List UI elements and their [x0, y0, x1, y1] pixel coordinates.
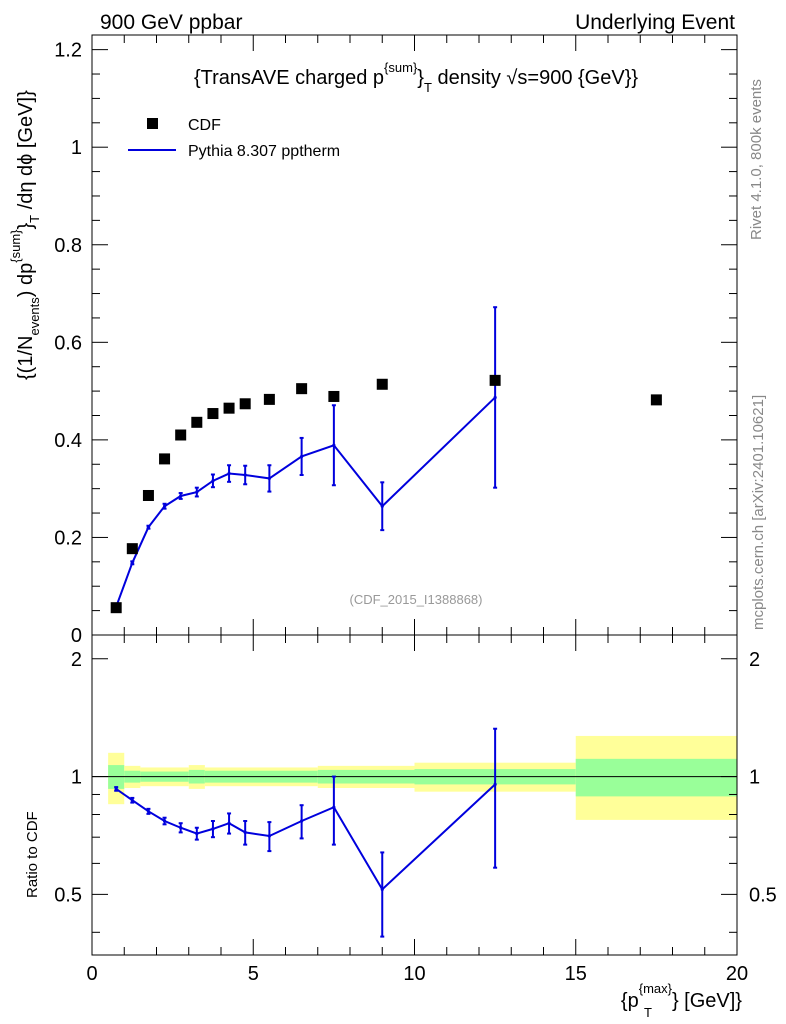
- pythia-point: [195, 490, 199, 494]
- pythia-point: [267, 476, 271, 481]
- x-tick-label: 15: [565, 963, 587, 985]
- cdf-point: [263, 393, 275, 405]
- pythia-point: [179, 494, 183, 498]
- tick-labels: 0 5 10 15 20 0 0.2 0.4 0.6 0.8 1 1.2 0.5 0.5 1 1 2 2: [54, 40, 777, 985]
- cdf-point: [191, 416, 203, 428]
- cdf-point: [239, 398, 251, 410]
- pythia-point: [243, 473, 247, 477]
- y-tick-label: 0.6: [54, 332, 82, 354]
- cdf-point: [376, 378, 388, 390]
- cdf-point: [126, 543, 138, 555]
- ratio-point: [179, 826, 183, 830]
- ratio-y-axis-label: Ratio to CDF: [24, 811, 41, 898]
- pythia-point: [380, 504, 384, 508]
- cdf-point: [175, 429, 187, 441]
- ratio-point: [493, 782, 497, 786]
- legend-pythia-label: Pythia 8.307 pptherm: [188, 143, 340, 160]
- x-tick-label: 20: [726, 963, 748, 985]
- ratio-point: [267, 834, 271, 838]
- ratio-y-tick-label-right: 1: [749, 767, 760, 789]
- ratio-point: [300, 819, 304, 823]
- y-tick-label: 1: [71, 137, 82, 159]
- pythia-series: [114, 306, 498, 609]
- y-tick-label: 0.4: [54, 430, 82, 452]
- ratio-y-tick-label: 1: [71, 767, 82, 789]
- rivet-version-label: Rivet 4.1.0, 800k events: [748, 79, 765, 240]
- x-axis-label: {p{max} T} [GeV]}: [621, 981, 742, 1020]
- ratio-point: [162, 819, 167, 823]
- cdf-point: [489, 374, 501, 386]
- pythia-point: [300, 454, 304, 459]
- ratio-y-tick-label: 2: [71, 649, 82, 671]
- pythia-point: [211, 479, 215, 483]
- ratio-point: [146, 809, 151, 813]
- pythia-line: [115, 396, 496, 608]
- analysis-watermark: (CDF_2015_I1388868): [350, 592, 483, 607]
- ratio-point: [114, 787, 118, 791]
- ratio-point: [130, 798, 134, 802]
- cdf-point: [296, 383, 308, 395]
- cdf-point: [223, 402, 235, 414]
- ratio-y-tick-label-right: 2: [749, 649, 760, 671]
- ratio-band-inner: [575, 758, 737, 797]
- x-tick-label: 0: [86, 963, 97, 985]
- cdf-point: [142, 489, 154, 501]
- y-tick-label: 0.2: [54, 527, 82, 549]
- pythia-point: [493, 395, 497, 400]
- pythia-point: [227, 471, 231, 476]
- y-tick-label: 0: [71, 625, 82, 647]
- x-tick-label: 10: [403, 963, 425, 985]
- cdf-point: [328, 390, 340, 402]
- y-axis-label: {(1/Nevents) dp{sum}}T /dη dϕ [GeV]}: [8, 90, 42, 380]
- legend-cdf-marker: [147, 118, 158, 129]
- pythia-point: [130, 561, 134, 565]
- ratio-y-tick-label: 0.5: [54, 884, 82, 906]
- pythia-ratio-series: [114, 727, 498, 938]
- ratio-plot-frame: [91, 634, 738, 956]
- plot-title: {TransAVE charged p{sum}}T density √s=90…: [194, 60, 638, 95]
- ratio-point: [227, 821, 231, 825]
- ratio-point: [332, 805, 336, 809]
- pythia-point: [332, 443, 336, 447]
- y-tick-label: 1.2: [54, 40, 82, 62]
- ratio-point: [195, 831, 199, 836]
- cdf-series: [110, 374, 662, 614]
- header-right: Underlying Event: [575, 11, 735, 34]
- x-tick-label: 5: [248, 963, 259, 985]
- cdf-point: [650, 394, 662, 406]
- pythia-point: [162, 504, 167, 508]
- header-left: 900 GeV ppbar: [100, 11, 242, 34]
- legend-cdf-label: CDF: [188, 117, 221, 134]
- cdf-point: [110, 602, 122, 614]
- pythia-point: [146, 525, 151, 529]
- cdf-point: [159, 453, 171, 465]
- ratio-point: [380, 887, 384, 891]
- y-tick-label: 0.8: [54, 235, 82, 257]
- ratio-point: [243, 830, 247, 835]
- ratio-line: [115, 783, 496, 891]
- ratio-point: [211, 827, 215, 831]
- ratio-y-tick-label-right: 0.5: [749, 884, 777, 906]
- ratio-bands: [108, 735, 737, 820]
- cdf-point: [207, 408, 219, 420]
- mcplots-label: mcplots.cern.ch [arXiv:2401.10621]: [750, 395, 767, 630]
